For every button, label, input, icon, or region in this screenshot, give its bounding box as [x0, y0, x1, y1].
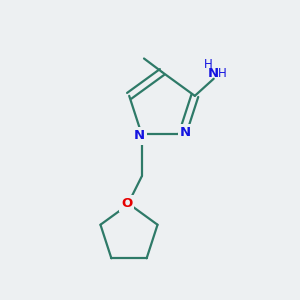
Text: O: O	[121, 197, 132, 210]
Text: H: H	[204, 58, 213, 71]
Text: N: N	[208, 67, 219, 80]
Text: N: N	[180, 126, 191, 140]
Text: H: H	[218, 67, 227, 80]
Text: N: N	[134, 129, 145, 142]
